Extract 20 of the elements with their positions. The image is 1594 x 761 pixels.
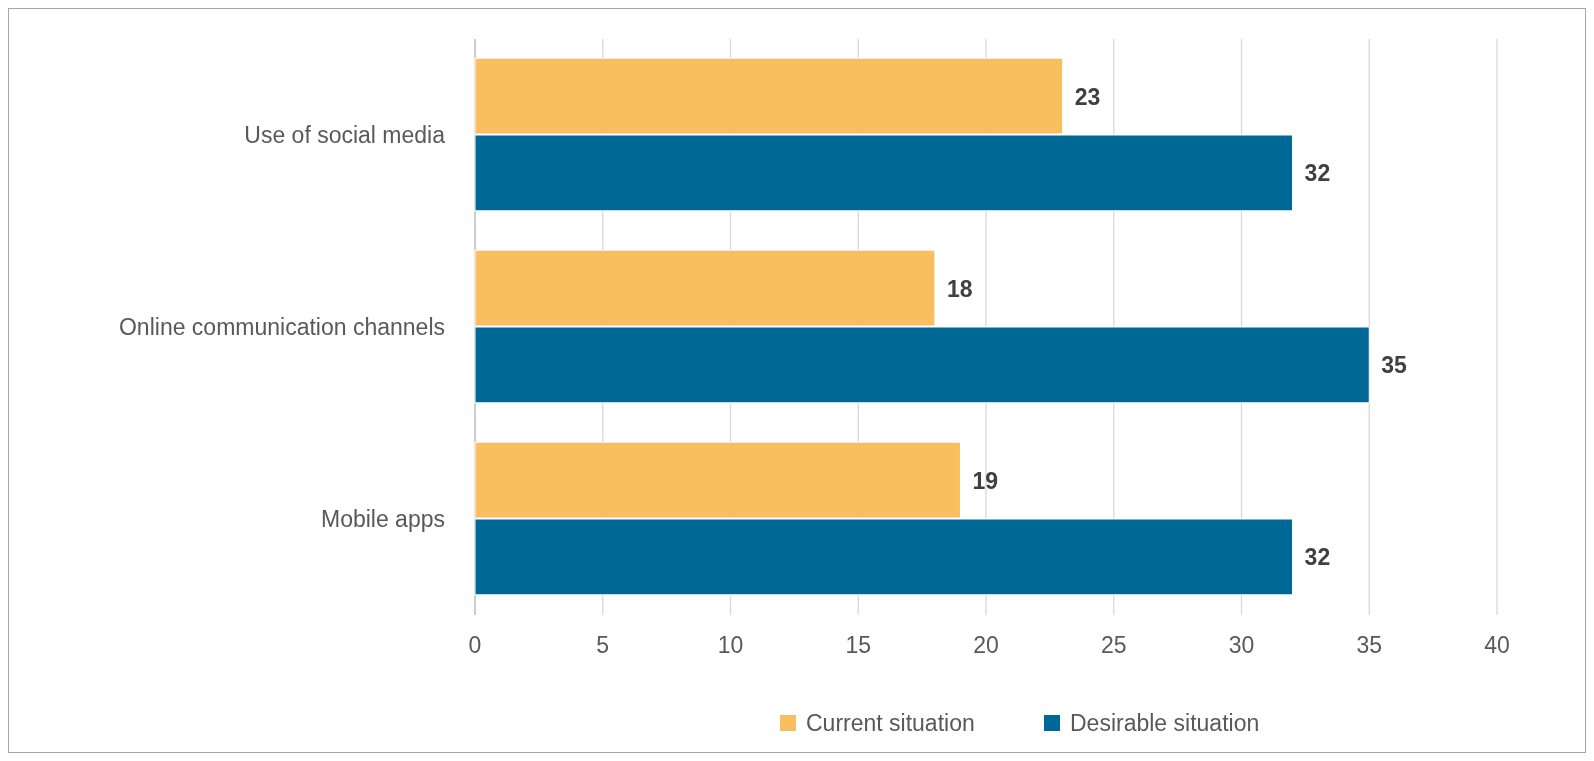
- x-tick-label: 5: [596, 632, 610, 658]
- data-label: 32: [1304, 544, 1331, 571]
- x-tick-label: 25: [1100, 632, 1127, 658]
- x-tick-label: 15: [845, 632, 872, 658]
- x-tick-label: 35: [1356, 632, 1383, 658]
- data-label: 35: [1381, 352, 1408, 379]
- x-tick-label: 0: [468, 632, 482, 658]
- data-label: 19: [972, 467, 999, 494]
- x-tick-label: 40: [1484, 632, 1510, 658]
- x-tick-label: 20: [973, 632, 999, 658]
- y-tick-label: Online communication channels: [118, 314, 445, 340]
- y-tick-label: Mobile apps: [320, 506, 445, 532]
- legend-label: Current situation: [806, 710, 975, 736]
- x-tick-label: 30: [1228, 632, 1255, 658]
- data-label: 32: [1304, 160, 1331, 187]
- y-tick-label: Use of social media: [244, 122, 446, 148]
- data-label: 23: [1074, 83, 1101, 110]
- legend-label: Desirable situation: [1070, 710, 1260, 736]
- x-tick-label: 10: [717, 632, 744, 658]
- data-label: 18: [946, 275, 973, 302]
